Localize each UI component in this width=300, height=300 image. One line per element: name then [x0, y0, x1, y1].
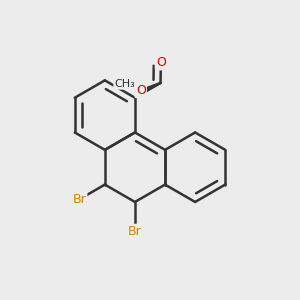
- Text: CH₃: CH₃: [114, 79, 135, 88]
- Text: Br: Br: [72, 193, 86, 206]
- Text: Br: Br: [128, 225, 142, 238]
- Text: O: O: [136, 84, 146, 97]
- Text: O: O: [156, 56, 166, 69]
